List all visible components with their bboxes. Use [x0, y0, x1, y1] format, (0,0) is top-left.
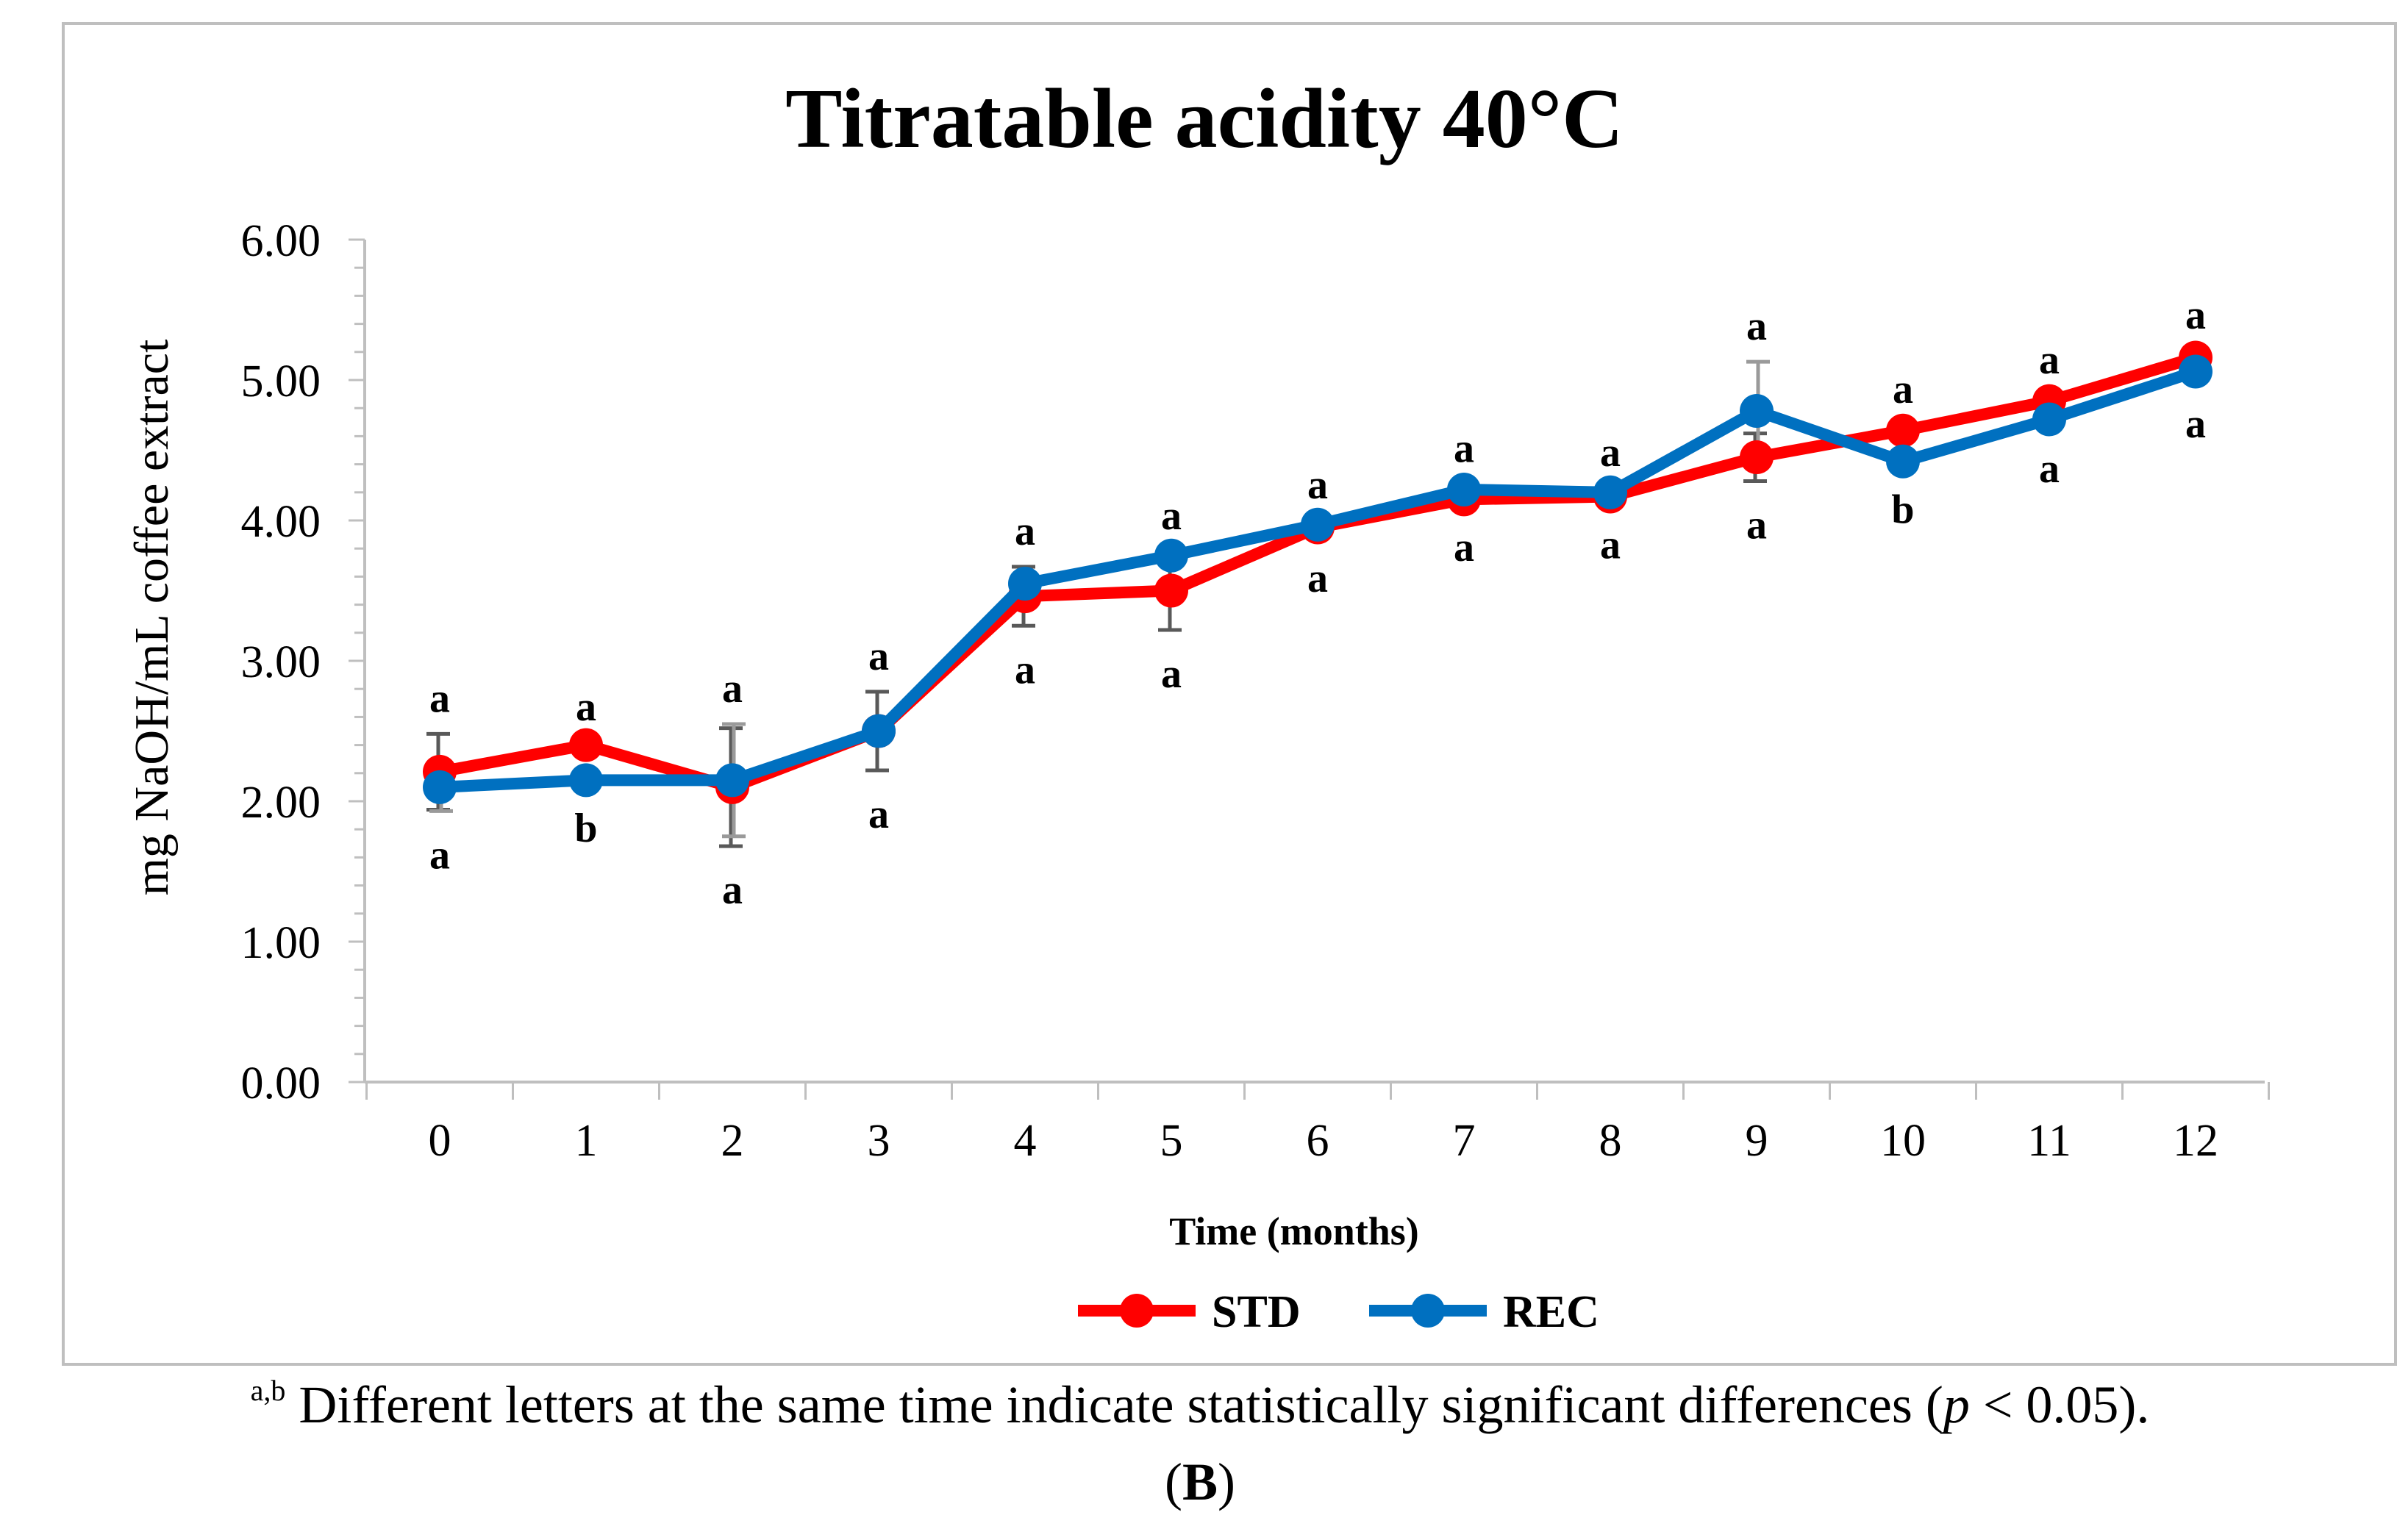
rec-point — [1593, 475, 1627, 509]
rec-point — [862, 714, 896, 748]
x-tick-label: 0 — [429, 1116, 451, 1166]
x-tick-label: 8 — [1599, 1116, 1622, 1166]
significance-letter-upper: a — [1600, 430, 1621, 476]
y-axis-label: mg NaOH/mL coffee extract — [125, 340, 179, 896]
titratable-acidity-chart: Titratable acidity 40°C mg NaOH/mL coffe… — [125, 72, 2270, 1337]
footnote-superscript: a,b — [250, 1374, 286, 1407]
axes: 0.001.002.003.004.005.006.000 1 2 3 4 5 6 7 8 9 10… — [241, 216, 2270, 1166]
significance-letter-lower: a — [1307, 556, 1328, 601]
significance-letters: a a a b a a a a a a a a a a a a a a a a a b a a a a — [429, 293, 2206, 913]
x-tick-label: 6 — [1307, 1116, 1329, 1166]
rec-point — [715, 763, 749, 798]
rec-point — [1301, 507, 1335, 542]
y-tick-label: 3.00 — [241, 637, 321, 687]
significance-letter-upper: a — [2185, 293, 2206, 338]
rec-point — [1008, 566, 1042, 601]
x-tick-label: 4 — [1014, 1116, 1037, 1166]
y-tick-label: 6.00 — [241, 216, 321, 266]
rec-point — [1154, 538, 1188, 573]
x-tick-label: 9 — [1746, 1116, 1768, 1166]
significance-letter-lower: a — [722, 867, 743, 913]
significance-letter-upper: a — [868, 634, 889, 679]
y-tick-label: 2.00 — [241, 778, 321, 828]
significance-letter-upper: a — [1893, 367, 1913, 412]
x-tick-label: 3 — [868, 1116, 890, 1166]
significance-letter-lower: a — [2039, 446, 2060, 492]
significance-letter-upper: a — [1015, 509, 1035, 554]
significance-letter-upper: a — [429, 676, 450, 721]
significance-letter-upper: a — [1161, 493, 1182, 539]
y-tick-label: 0.00 — [241, 1059, 321, 1109]
significance-letter-upper: a — [1454, 426, 1474, 471]
significance-letter-lower: a — [1015, 647, 1035, 692]
significance-letter-upper: a — [576, 684, 596, 730]
rec-point — [1447, 472, 1481, 506]
significance-letter-upper: a — [2039, 337, 2060, 383]
rec-point — [1886, 444, 1920, 479]
significance-letter-upper: a — [1746, 304, 1767, 349]
std-point — [569, 728, 603, 762]
x-tick-label: 12 — [2173, 1116, 2218, 1166]
rec-legend-marker — [1411, 1294, 1445, 1328]
std-legend-marker — [1120, 1294, 1154, 1328]
std-legend-label: STD — [1212, 1287, 1301, 1337]
x-tick-label: 11 — [2027, 1116, 2071, 1166]
footnote-text-after: < 0.05). — [1969, 1375, 2150, 1434]
y-tick-label: 4.00 — [241, 497, 321, 547]
significance-letter-lower: a — [1161, 651, 1182, 697]
chart-title: Titratable acidity 40°C — [785, 72, 1624, 166]
x-tick-label: 1 — [575, 1116, 598, 1166]
x-tick-label: 2 — [721, 1116, 744, 1166]
rec-point — [569, 763, 603, 798]
chart-frame — [62, 22, 2397, 1366]
series-lines — [423, 340, 2212, 804]
panel-label: (B) — [0, 1452, 2400, 1513]
significance-letter-upper: a — [722, 666, 743, 712]
footnote-p-symbol: p — [1943, 1375, 1970, 1434]
x-tick-label: 5 — [1160, 1116, 1183, 1166]
rec-legend-label: REC — [1503, 1287, 1599, 1337]
std-point — [1740, 440, 1774, 475]
significance-letter-lower: a — [1454, 525, 1474, 570]
significance-letter-lower: a — [429, 832, 450, 878]
rec-point — [2032, 402, 2066, 437]
significance-letter-upper: a — [1307, 462, 1328, 508]
footnote-text-before: Different letters at the same time indic… — [285, 1375, 1943, 1434]
x-axis-label: Time (months) — [1169, 1209, 1419, 1253]
significance-letter-lower: a — [1746, 503, 1767, 548]
y-tick-label: 5.00 — [241, 357, 321, 407]
panel-label-letter: B — [1182, 1453, 1218, 1511]
x-tick-label: 10 — [1880, 1116, 1926, 1166]
significance-letter-lower: a — [1600, 522, 1621, 567]
std-point — [1886, 413, 1920, 448]
footnote: a,b Different letters at the same time i… — [0, 1373, 2400, 1436]
std-point — [1154, 573, 1188, 608]
rec-point — [2179, 354, 2212, 389]
y-tick-label: 1.00 — [241, 918, 321, 968]
significance-letter-lower: b — [574, 806, 597, 851]
significance-letter-lower: a — [2185, 401, 2206, 447]
significance-letter-lower: a — [868, 792, 889, 837]
panel-label-close: ) — [1218, 1453, 1235, 1511]
legend: STD REC — [1078, 1287, 1599, 1337]
rec-point — [423, 770, 457, 804]
x-tick-label: 7 — [1453, 1116, 1476, 1166]
rec-point — [1740, 394, 1774, 429]
panel-label-open: ( — [1165, 1453, 1182, 1511]
significance-letter-lower: b — [1891, 487, 1914, 533]
